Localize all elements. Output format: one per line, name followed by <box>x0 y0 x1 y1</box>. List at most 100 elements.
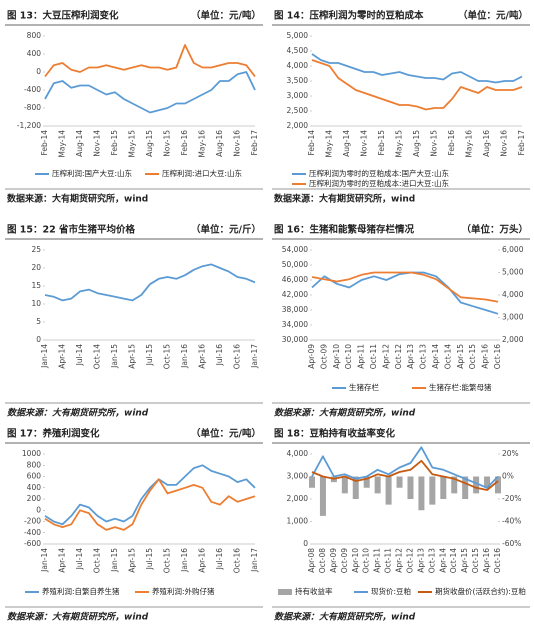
x-tick-label: Apr-15 <box>460 548 469 573</box>
x-tick-label: Oct-11 <box>384 548 393 573</box>
y-tick-label: 800 <box>27 31 42 40</box>
x-tick-label: Jan-16 <box>180 548 189 573</box>
legend-label: 压榨利润:进口大豆:山东 <box>162 168 243 178</box>
x-tick-label: Apr-10 <box>332 344 341 369</box>
y-tick-label: 4,500 <box>287 46 309 55</box>
chart-panel: 图 16：生猪和能繁母猪存栏情况 （单位：万头） 数据来源：大有期货研究所，wind… <box>272 224 530 419</box>
data-line <box>44 263 256 302</box>
bar <box>385 476 392 505</box>
x-tick-label: Jul-16 <box>215 344 224 367</box>
x-tick-label: Apr-14 <box>431 344 440 369</box>
y-tick-label: 46,000 <box>282 275 308 284</box>
y2-tick-label: 0% <box>502 472 514 481</box>
x-tick-label: Feb-14 <box>40 130 49 156</box>
x-tick-label: Oct-12 <box>394 344 403 369</box>
y2-tick-label: 4,000 <box>502 290 524 299</box>
x-tick-label: Oct-15 <box>163 344 172 369</box>
y2-tick-label: -40% <box>502 517 521 526</box>
x-tick-label: Apr-14 <box>58 344 67 369</box>
y-tick-label: 200 <box>27 494 42 503</box>
figure-title: 图 17：养殖利润变化 <box>7 428 100 440</box>
legend-label: 养殖利润:外购仔猪 <box>152 586 215 596</box>
y-tick-label: 3,000 <box>287 472 309 481</box>
data-line <box>44 44 256 78</box>
x-tick-label: Jan-14 <box>40 344 49 369</box>
x-tick-label: Apr-09 <box>307 344 316 369</box>
source-note: 数据来源：大有期货研究所，wind <box>274 612 416 623</box>
legend-label: 压榨利润:国产大豆:山东 <box>52 168 133 178</box>
unit-label: （单位：元/吨） <box>191 428 261 440</box>
data-line <box>44 464 256 526</box>
bar <box>451 476 458 494</box>
source-note: 数据来源：大有期货研究所，wind <box>274 193 415 205</box>
bar <box>418 476 425 511</box>
x-tick-label: Apr-16 <box>481 344 490 369</box>
x-tick-label: Oct-16 <box>493 344 502 369</box>
y-tick-label: 1,000 <box>287 517 309 526</box>
legend-label: 压榨利润为零时的豆粕成本:进口大豆:山东 <box>309 178 450 188</box>
y2-tick-label: 2,000 <box>502 335 524 344</box>
legend-label: 期货收盘价(活跃合约):豆粕 <box>435 586 526 596</box>
y-tick-label: 2,500 <box>287 106 309 115</box>
x-tick-label: May-15 <box>395 130 404 158</box>
legend-label: 生猪存栏:能繁母猪 <box>429 382 492 392</box>
x-tick-label: Apr-15 <box>128 548 137 573</box>
bar <box>495 476 501 494</box>
x-tick-label: Oct-12 <box>405 548 414 573</box>
x-tick-label: Apr-08 <box>307 548 316 573</box>
legend-label: 现货价:豆粕 <box>371 586 411 596</box>
y-tick-label: 600 <box>27 472 42 481</box>
y-tick-label: -800 <box>24 103 41 112</box>
bar <box>352 476 359 499</box>
y-tick-label: 0 <box>36 67 41 76</box>
y-tick-label: 5 <box>36 317 41 326</box>
y-tick-label: 800 <box>27 460 42 469</box>
unit-label: （单位：元/吨） <box>458 10 528 22</box>
x-tick-label: May-15 <box>128 130 137 158</box>
data-line <box>311 53 523 84</box>
bar <box>374 476 381 494</box>
bar <box>462 476 469 499</box>
x-tick-label: Jul-14 <box>75 344 84 367</box>
unit-label: （单位：元/吨） <box>191 10 261 22</box>
x-tick-label: Jul-15 <box>145 548 154 571</box>
x-tick-label: Jan-16 <box>180 344 189 369</box>
y-tick-label: 0 <box>36 335 41 344</box>
y-tick-label: -400 <box>24 528 41 537</box>
bar <box>429 476 436 505</box>
x-tick-label: Apr-13 <box>406 344 415 369</box>
y-tick-label: 38,000 <box>282 305 308 314</box>
y-tick-label: 400 <box>27 483 42 492</box>
x-tick-label: Feb-15 <box>110 130 119 156</box>
x-tick-label: Oct-15 <box>163 548 172 573</box>
chart-panel: 图 14：压榨利润为零时的豆粕成本 （单位：元/吨） 数据来源：大有期货研究所，wi… <box>272 10 530 205</box>
x-tick-label: Jan-17 <box>250 548 259 573</box>
x-tick-label: Apr-13 <box>416 548 425 573</box>
x-tick-label: Oct-09 <box>340 548 349 573</box>
y-tick-label: 34,000 <box>282 320 308 329</box>
x-tick-label: Jul-14 <box>75 548 84 571</box>
x-tick-label: May-16 <box>465 130 474 158</box>
legend-label: 生猪存栏 <box>349 382 379 392</box>
x-tick-label: Nov-14 <box>360 130 369 157</box>
x-tick-label: Feb-15 <box>377 130 386 156</box>
bar <box>309 476 315 488</box>
x-tick-label: Feb-17 <box>250 130 259 156</box>
x-tick-label: Oct-10 <box>344 344 353 369</box>
figure-title: 图 14：压榨利润为零时的豆粕成本 <box>274 10 424 22</box>
data-line <box>311 446 499 489</box>
y-tick-label: 400 <box>27 49 42 58</box>
x-tick-label: Jan-15 <box>110 344 119 369</box>
legend-label: 压榨利润为零时的豆粕成本:国产大豆:山东 <box>309 168 450 178</box>
y-tick-label: 15 <box>31 281 41 290</box>
x-tick-label: Jan-14 <box>40 548 49 573</box>
x-tick-label: Oct-15 <box>468 344 477 369</box>
figure-title: 图 15：22 省市生猪平均价格 <box>7 224 136 236</box>
x-tick-label: Oct-16 <box>233 344 242 369</box>
y-tick-label: 3,500 <box>287 76 309 85</box>
x-tick-label: Apr-11 <box>373 548 382 573</box>
x-tick-label: Nov-15 <box>163 130 172 157</box>
x-tick-label: Feb-16 <box>180 130 189 156</box>
